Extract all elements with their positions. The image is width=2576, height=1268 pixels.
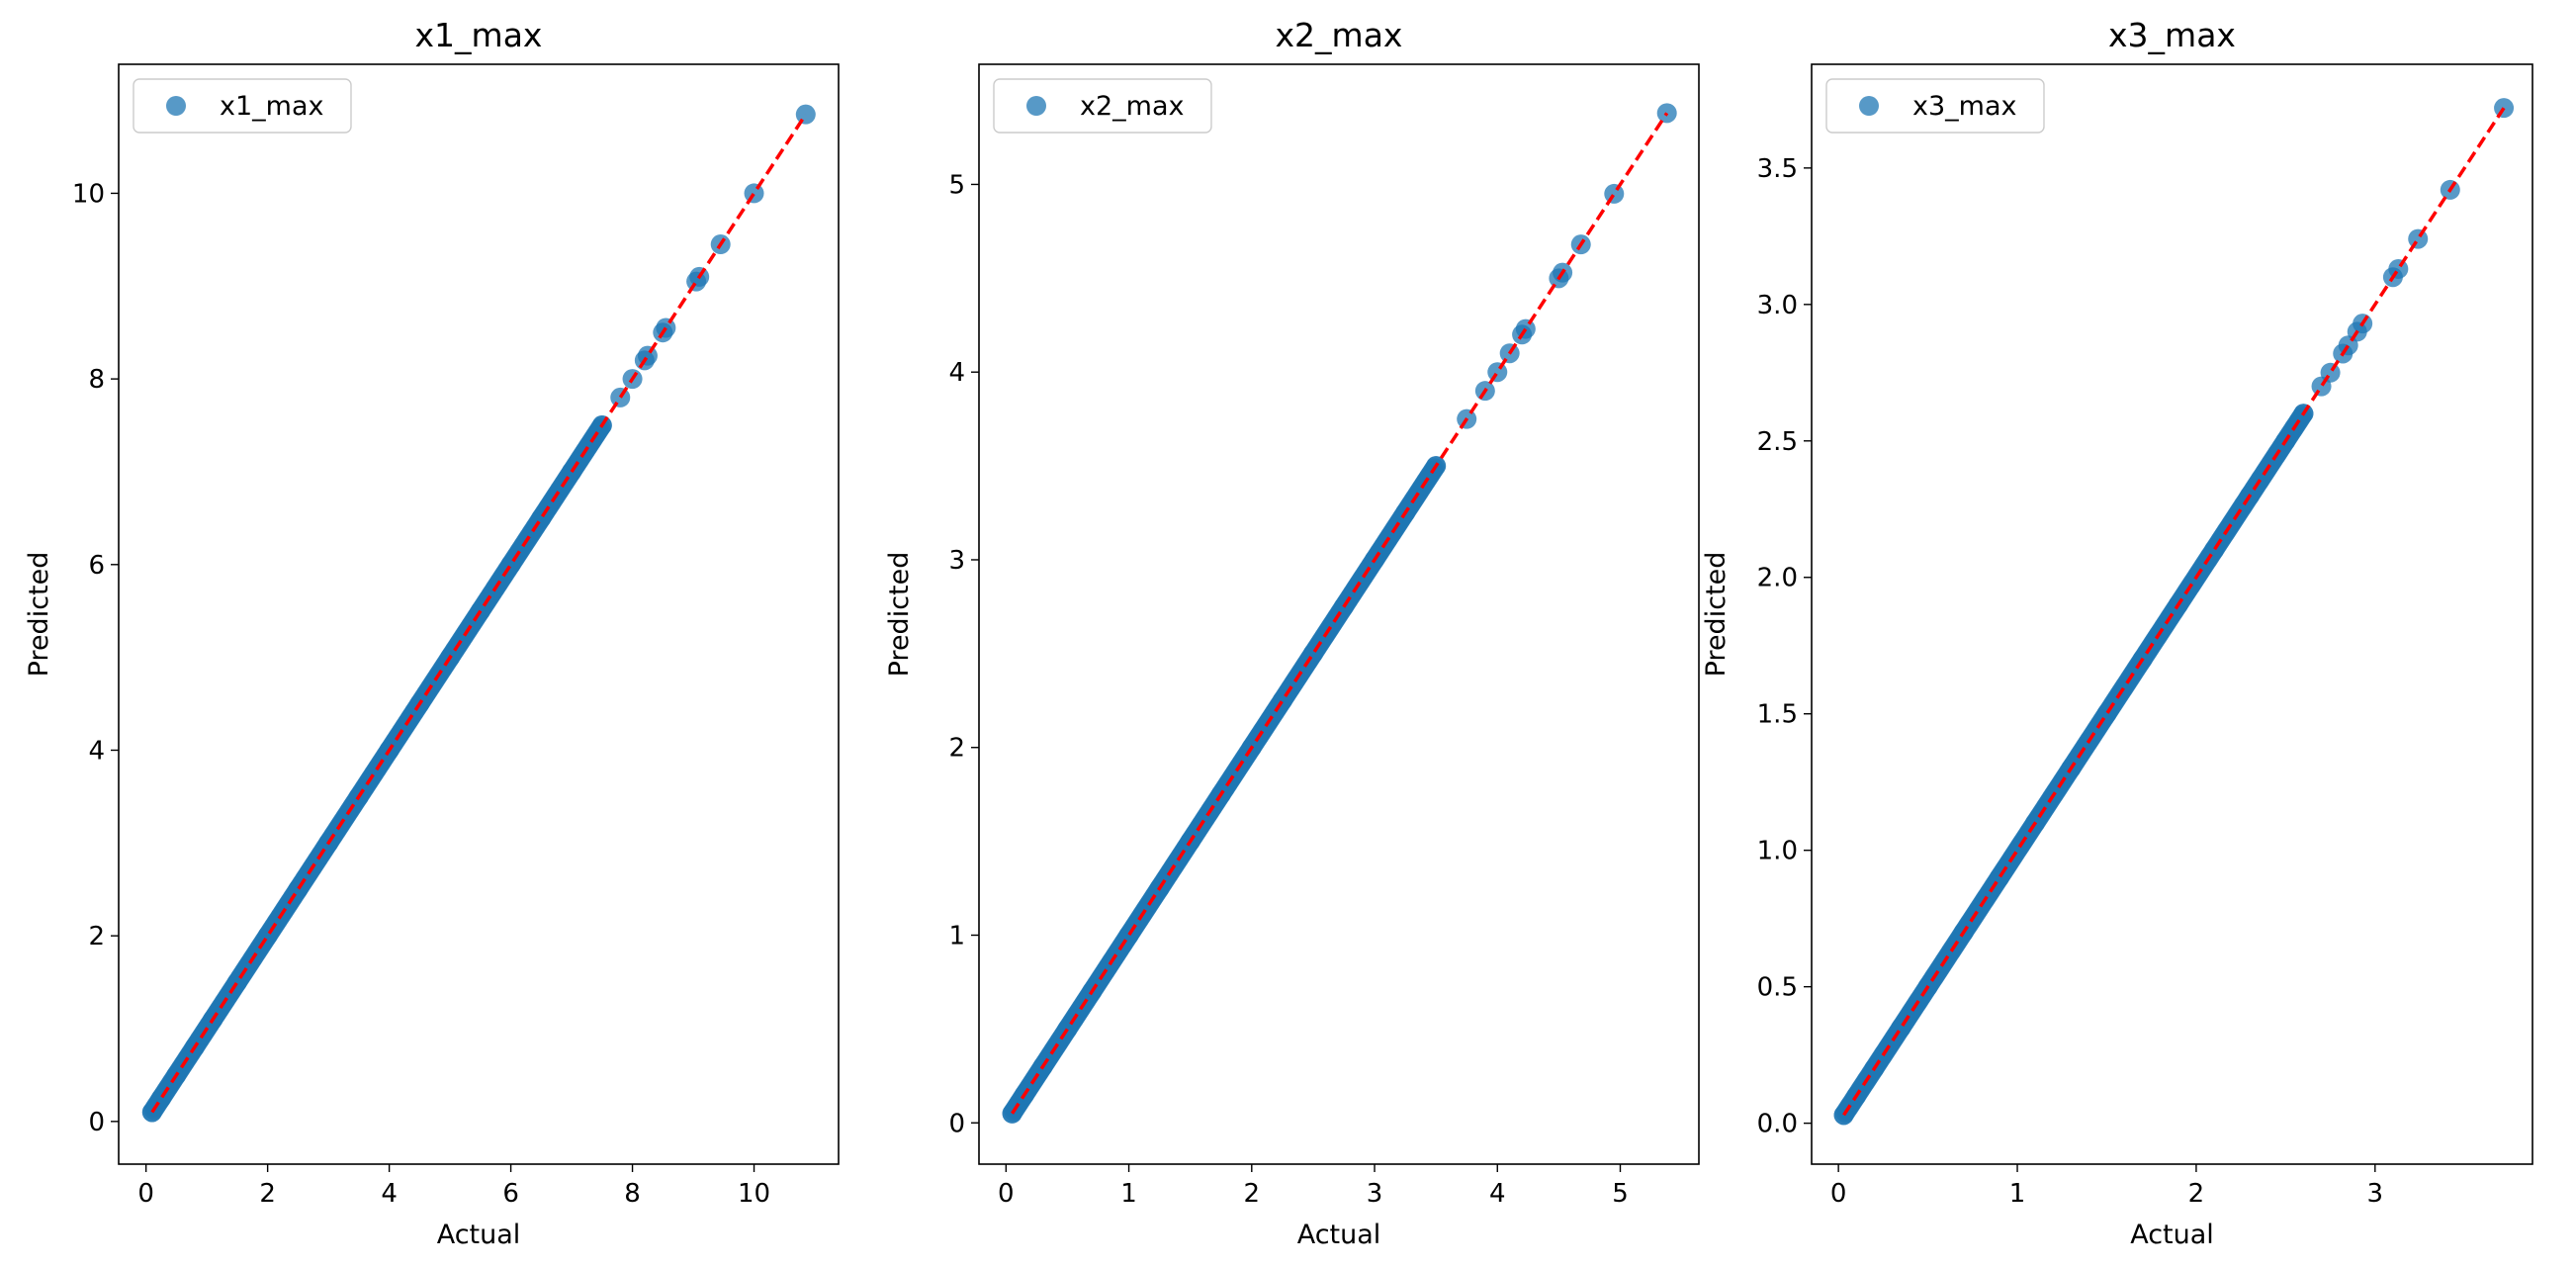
axes-frame	[1811, 63, 2533, 1165]
scatter-point	[744, 183, 764, 204]
x-tick-label: 4	[1489, 1179, 1506, 1209]
scatter-point	[288, 879, 309, 900]
y-tick-label: 2.0	[1757, 564, 1798, 593]
y-tick-label: 5	[948, 170, 965, 200]
y-tick-label: 0.5	[1757, 973, 1798, 1003]
x-tick-label: 1	[2009, 1179, 2026, 1209]
y-axis-label: Predicted	[884, 552, 915, 678]
x-tick-label: 0	[137, 1179, 154, 1209]
x-tick-label: 2	[2188, 1179, 2205, 1209]
y-tick-label: 2	[88, 922, 105, 951]
x-tick-label: 8	[624, 1179, 641, 1209]
y-tick-label: 1.5	[1757, 700, 1798, 730]
scatter-point	[151, 1088, 172, 1109]
y-tick-label: 1.0	[1757, 837, 1798, 866]
scatter-point	[1604, 183, 1625, 204]
y-tick-label: 0	[88, 1108, 105, 1137]
x-tick-label: 2	[1244, 1179, 1261, 1209]
x-tick-label: 0	[998, 1179, 1015, 1209]
scatter-point	[531, 507, 552, 528]
y-tick-label: 3.0	[1757, 291, 1798, 320]
scatter-point	[1118, 925, 1139, 946]
legend: x3_max	[1825, 78, 2045, 134]
legend-label: x3_max	[1912, 91, 2017, 122]
x-tick-label: 2	[259, 1179, 276, 1209]
scatter-point	[2096, 703, 2117, 724]
scatter-point	[226, 972, 247, 993]
scatter-series	[1833, 98, 2515, 1126]
chart-panel-2: 0 1 2 3 4 5 0 1 2 3 4 5 x2_max Actual Predicted x2_max	[884, 16, 1700, 1250]
x-tick-label: 4	[381, 1179, 398, 1209]
y-tick-label: 1	[948, 921, 965, 951]
x-tick-label: 3	[2367, 1179, 2384, 1209]
scatter-point	[2408, 228, 2429, 249]
x-tick-label: 0	[1830, 1179, 1847, 1209]
axes-frame	[118, 63, 840, 1165]
scatter-point	[2204, 540, 2225, 561]
y-tick-label: 3.5	[1757, 154, 1798, 184]
legend: x1_max	[133, 78, 352, 134]
y-tick-label: 0	[948, 1109, 965, 1138]
chart-panel-3: 0 1 2 3 0.0 0.5 1.0 1.5 2.0 2.5 3.0 3.5 x3_max Actual…	[1701, 16, 2533, 1250]
x-axis-label: Actual	[437, 1220, 521, 1250]
x-tick-label: 10	[738, 1179, 770, 1209]
reference-line	[1842, 107, 2506, 1117]
legend-box	[133, 78, 352, 134]
legend-marker	[166, 96, 186, 116]
scatter-point	[1057, 1019, 1078, 1040]
y-tick-label: 2.5	[1757, 427, 1798, 457]
x-tick-label: 6	[502, 1179, 519, 1209]
x-tick-label: 1	[1120, 1179, 1137, 1209]
legend-box	[993, 78, 1212, 134]
x-axis-label: Actual	[1297, 1220, 1381, 1250]
reference-line	[1011, 112, 1669, 1115]
y-axis-label: Predicted	[1701, 552, 1732, 678]
chart-title: x1_max	[415, 16, 543, 54]
scatter-point	[1656, 103, 1677, 124]
scatter-point	[1515, 318, 1536, 339]
legend: x2_max	[993, 78, 1212, 134]
y-tick-label: 3	[948, 546, 965, 576]
scatter-point	[500, 554, 521, 575]
scatter-point	[1302, 643, 1323, 664]
legend-label: x2_max	[1080, 91, 1185, 122]
x-axis-label: Actual	[2130, 1220, 2214, 1250]
x-tick-label: 5	[1612, 1179, 1629, 1209]
y-tick-label: 10	[72, 179, 105, 209]
y-tick-label: 6	[88, 551, 105, 581]
chart-title: x2_max	[1276, 16, 1403, 54]
legend-box	[1825, 78, 2045, 134]
chart-title: x3_max	[2108, 16, 2236, 54]
axes-frame	[978, 63, 1700, 1165]
y-tick-label: 4	[948, 358, 965, 388]
legend-marker	[1859, 96, 1879, 116]
y-axis-label: Predicted	[24, 552, 54, 678]
legend-label: x1_max	[220, 91, 324, 122]
y-tick-label: 0.0	[1757, 1110, 1798, 1139]
chart-panel-1: 0 2 4 6 8 10 0 2 4 6 8 10 x1_max Actual Predicted x1_ma…	[24, 16, 840, 1250]
scatter-point	[1487, 362, 1508, 383]
y-tick-label: 4	[88, 736, 105, 766]
legend-marker	[1026, 96, 1046, 116]
y-tick-label: 8	[88, 365, 105, 395]
reference-line	[150, 113, 808, 1114]
y-tick-label: 2	[948, 734, 965, 764]
scatter-point	[1989, 867, 2009, 888]
x-tick-label: 3	[1367, 1179, 1383, 1209]
